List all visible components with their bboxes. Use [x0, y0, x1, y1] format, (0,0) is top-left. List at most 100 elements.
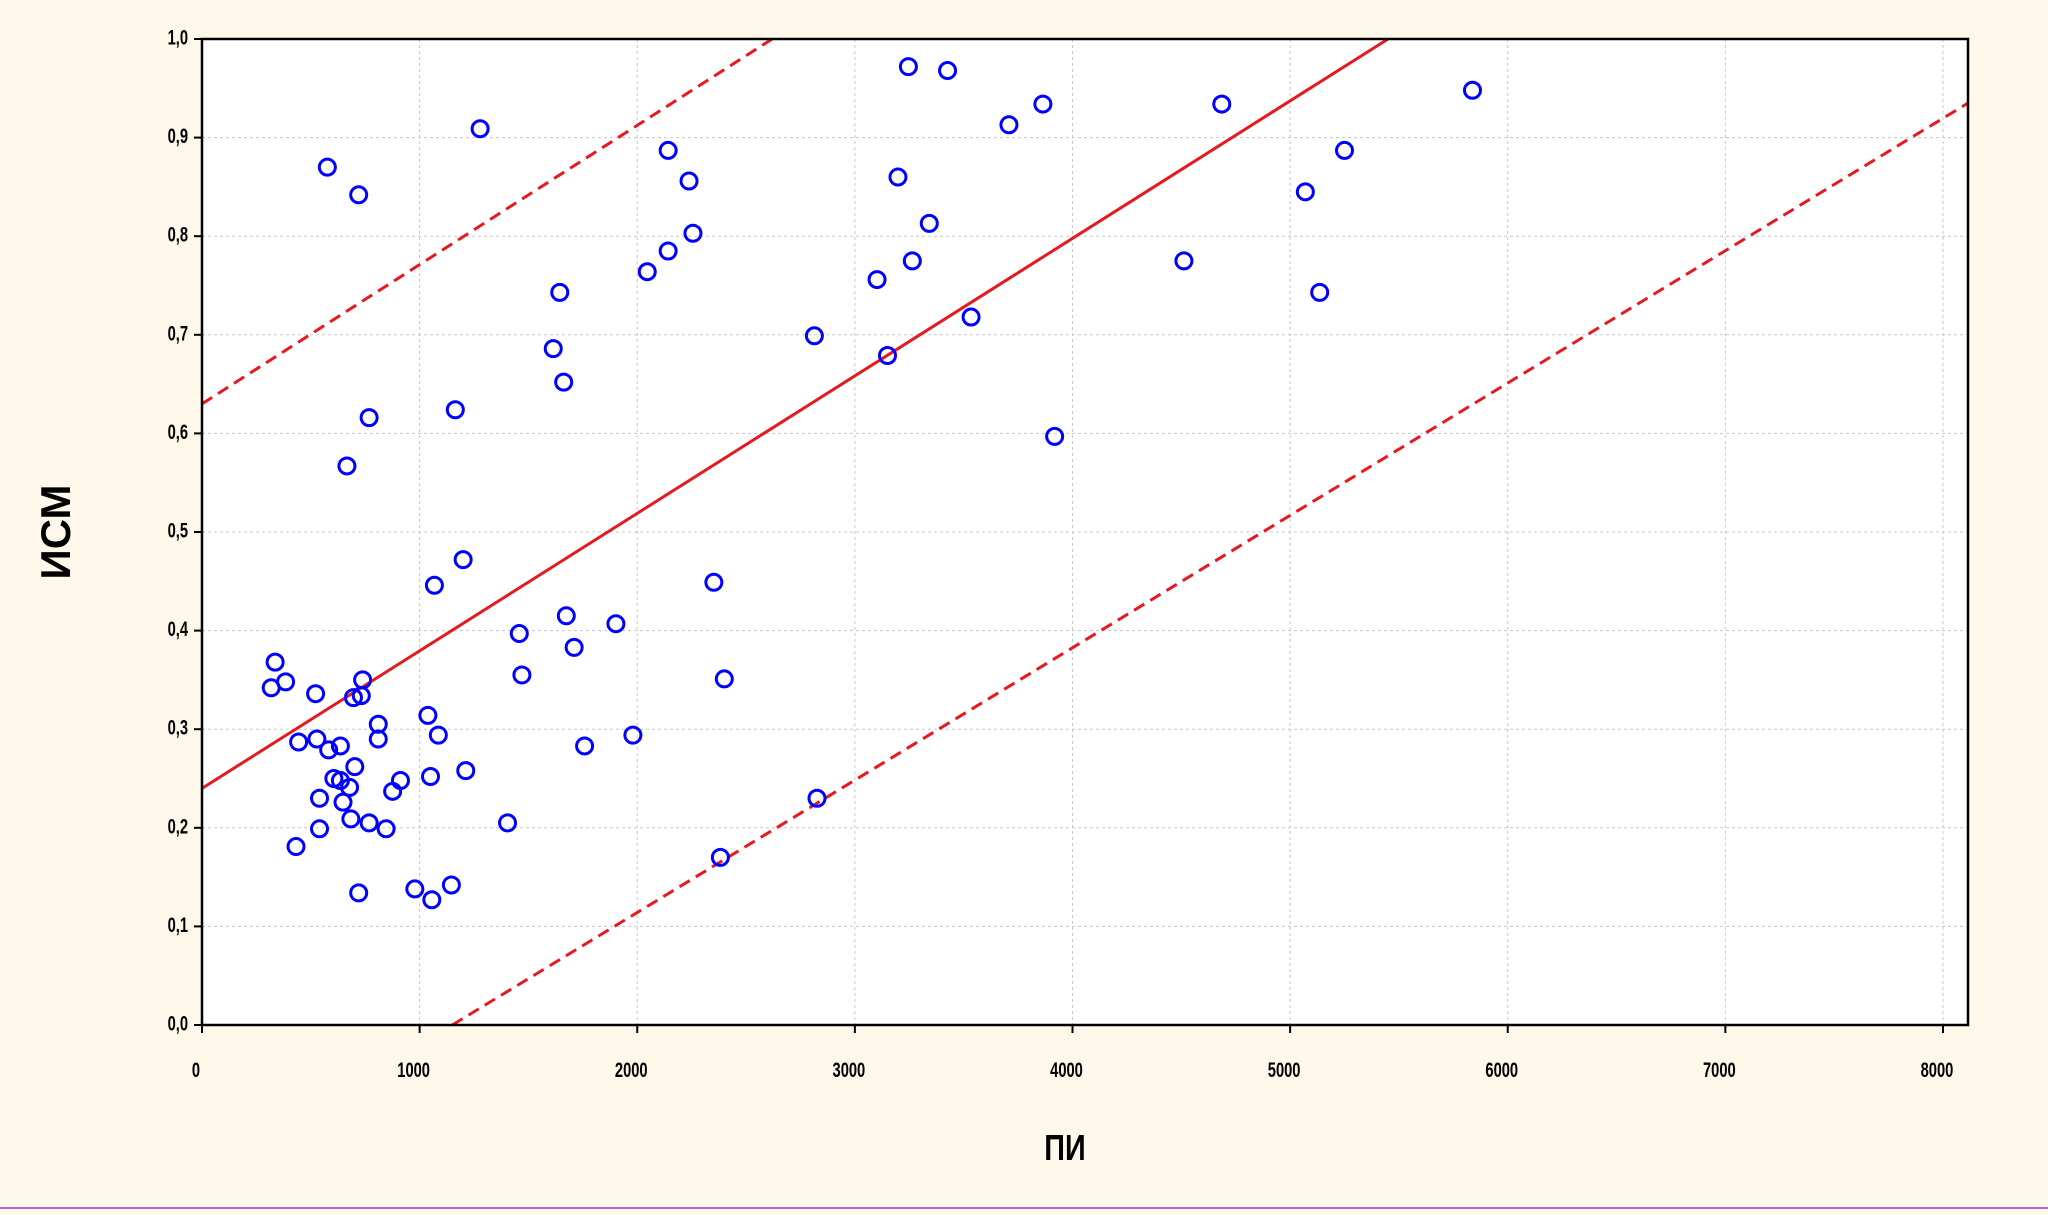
data-point — [867, 270, 887, 290]
data-point — [340, 777, 360, 797]
data-point — [359, 408, 379, 428]
data-point — [276, 672, 296, 692]
data-point — [658, 241, 678, 261]
data-point — [938, 61, 958, 81]
data-point — [683, 223, 703, 243]
data-point — [554, 372, 574, 392]
data-point — [421, 767, 441, 787]
y-axis-title: ИСМ — [32, 485, 79, 580]
y-tick-label: 0,9 — [168, 125, 188, 148]
data-point — [428, 725, 448, 745]
data-point — [265, 652, 285, 672]
data-point — [512, 665, 532, 685]
data-point — [710, 847, 730, 867]
data-point — [556, 606, 576, 626]
data-point — [418, 705, 438, 725]
data-point — [804, 326, 824, 346]
data-point — [390, 770, 410, 790]
marks — [201, 37, 1969, 1027]
data-point — [349, 883, 369, 903]
data-point — [1335, 140, 1355, 160]
data-point — [306, 684, 326, 704]
data-point — [1310, 282, 1330, 302]
x-tick-label: 3000 — [833, 1058, 866, 1081]
data-point — [1174, 251, 1194, 271]
data-point — [359, 813, 379, 833]
data-point — [714, 669, 734, 689]
x-tick-label: 1000 — [397, 1058, 430, 1081]
data-point — [637, 262, 657, 282]
y-tick-label: 0,4 — [168, 618, 188, 641]
data-point — [679, 171, 699, 191]
data-point — [424, 575, 444, 595]
y-tick-label: 0,5 — [168, 519, 188, 542]
data-point — [509, 624, 529, 644]
data-point — [343, 688, 363, 708]
data-point — [878, 346, 898, 366]
data-point — [606, 614, 626, 634]
data-point — [310, 788, 330, 808]
data-point — [888, 167, 908, 187]
x-tick-label: 8000 — [1921, 1058, 1954, 1081]
data-point — [543, 339, 563, 359]
data-point — [317, 157, 337, 177]
data-point — [550, 282, 570, 302]
data-point — [498, 813, 518, 833]
data-point — [704, 572, 724, 592]
data-point — [307, 729, 327, 749]
data-point — [1462, 80, 1482, 100]
data-point — [341, 809, 361, 829]
fit-line — [201, 37, 1389, 790]
data-point — [456, 761, 476, 781]
data-point — [807, 788, 827, 808]
data-point — [405, 879, 425, 899]
data-point — [319, 740, 339, 760]
data-point — [345, 757, 365, 777]
data-point — [961, 307, 981, 327]
y-tick-label: 0,0 — [168, 1012, 188, 1035]
data-point — [898, 57, 918, 77]
data-point — [376, 819, 396, 839]
y-tick-label: 0,7 — [168, 322, 188, 345]
data-point — [368, 729, 388, 749]
data-point — [353, 670, 373, 690]
y-tick-label: 0,3 — [168, 716, 188, 739]
y-tick-label: 0,6 — [168, 420, 188, 443]
data-point — [999, 115, 1019, 135]
data-point — [1033, 94, 1053, 114]
data-point — [453, 550, 473, 570]
data-point — [575, 736, 595, 756]
x-tick-label: 6000 — [1485, 1058, 1518, 1081]
y-tick-label: 1,0 — [168, 26, 188, 49]
x-tick-label: 0 — [192, 1058, 200, 1081]
data-point — [1212, 94, 1232, 114]
data-point — [1045, 426, 1065, 446]
data-point — [564, 637, 584, 657]
data-point — [286, 837, 306, 857]
data-point — [289, 732, 309, 752]
data-point — [1295, 182, 1315, 202]
data-point — [337, 456, 357, 476]
x-tick-label: 7000 — [1703, 1058, 1736, 1081]
data-point — [310, 819, 330, 839]
x-axis-title: ПИ — [1044, 1127, 1085, 1168]
data-point — [623, 725, 643, 745]
plot-frame — [200, 37, 1970, 1027]
data-point — [441, 875, 461, 895]
grid — [194, 38, 1968, 1033]
fit-line — [451, 101, 1969, 1027]
data-point — [445, 400, 465, 420]
x-tick-label: 5000 — [1268, 1058, 1301, 1081]
data-point — [902, 251, 922, 271]
data-point — [349, 185, 369, 205]
x-tick-label: 2000 — [615, 1058, 648, 1081]
y-tick-label: 0,2 — [168, 815, 188, 838]
y-tick-label: 0,8 — [168, 223, 188, 246]
data-point — [658, 140, 678, 160]
data-point — [470, 119, 490, 139]
x-tick-label: 4000 — [1050, 1058, 1083, 1081]
data-point — [919, 213, 939, 233]
data-point — [330, 736, 350, 756]
